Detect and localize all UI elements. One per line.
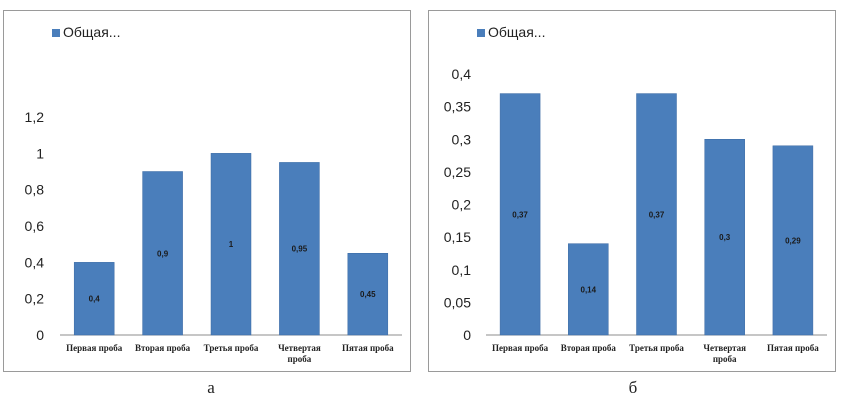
data-label: 0,3 — [719, 233, 731, 242]
legend: Общая... — [52, 24, 120, 40]
y-tick-label: 0,05 — [444, 294, 471, 310]
x-tick-label: Пятая проба — [767, 343, 819, 353]
legend: Общая... — [477, 24, 545, 40]
caption-b: б — [628, 378, 638, 397]
x-tick-label: Вторая проба — [135, 343, 191, 353]
bar — [772, 145, 814, 336]
x-tick-label: Третья проба — [629, 343, 684, 353]
y-tick-label: 0,4 — [452, 66, 472, 82]
bar — [636, 93, 677, 336]
y-tick-label: 1 — [36, 145, 44, 161]
bar — [568, 243, 609, 336]
legend-label: Общая... — [63, 24, 120, 40]
x-tick-label: Первая проба — [492, 343, 549, 353]
caption-a: а — [207, 378, 215, 397]
data-label: 0,4 — [89, 295, 101, 304]
y-tick-label: 0,2 — [452, 197, 472, 213]
chart-b: Общая... 0 0,05 0,1 0,15 0,2 0,25 0,3 0,35 0,4 0,3… — [444, 24, 827, 364]
y-tick-label: 0,6 — [25, 218, 45, 234]
bar — [499, 93, 541, 336]
bar — [704, 139, 745, 336]
data-label: 0,9 — [157, 249, 169, 258]
y-tick-label: 0,3 — [452, 131, 472, 147]
bar — [73, 262, 115, 336]
chart-a: Общая... 0 0,2 0,4 0,6 0,8 1 1,2 0,4 Первая проба… — [25, 24, 402, 364]
x-tick-label: Четвертая проба — [278, 343, 321, 364]
y-tick-label: 0,1 — [452, 262, 472, 278]
y-tick-label: 0,25 — [444, 164, 471, 180]
data-label: 0,37 — [512, 210, 528, 219]
bar — [279, 162, 320, 336]
data-label: 1 — [229, 240, 234, 249]
y-tick-label: 0,35 — [444, 99, 471, 115]
x-tick-label: Четвертая проба — [703, 343, 746, 364]
bar — [347, 253, 389, 336]
bar — [210, 153, 252, 336]
x-tick-label: Пятая проба — [342, 343, 394, 353]
legend-swatch — [52, 29, 60, 37]
x-tick-label: Вторая проба — [561, 343, 617, 353]
data-label: 0,95 — [292, 245, 308, 254]
bar — [142, 171, 183, 336]
data-label: 0,37 — [649, 210, 665, 219]
legend-swatch — [477, 29, 485, 37]
x-tick-label: Третья проба — [204, 343, 259, 353]
data-label: 0,14 — [581, 285, 597, 294]
chart-panel-a: Общая... 0 0,2 0,4 0,6 0,8 1 1,2 0,4 Первая проба… — [3, 10, 411, 372]
legend-label: Общая... — [488, 24, 545, 40]
y-tick-label: 0 — [36, 327, 44, 343]
data-label: 0,29 — [785, 236, 801, 245]
chart-panel-b: Общая... 0 0,05 0,1 0,15 0,2 0,25 0,3 0,35 0,4 0,3… — [428, 10, 836, 372]
x-tick-label: Первая проба — [66, 343, 123, 353]
y-tick-label: 0,15 — [444, 229, 471, 245]
y-tick-label: 1,2 — [25, 109, 45, 125]
y-tick-label: 0,2 — [25, 291, 45, 307]
y-tick-label: 0,4 — [25, 254, 45, 270]
y-tick-label: 0 — [463, 327, 471, 343]
y-tick-label: 0,8 — [25, 182, 45, 198]
data-label: 0,45 — [360, 290, 376, 299]
